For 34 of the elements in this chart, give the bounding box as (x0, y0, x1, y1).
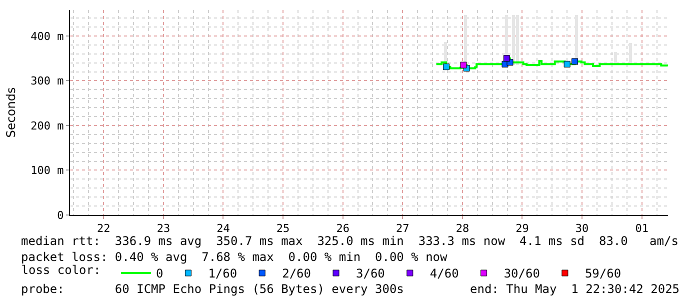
y-tick-label: 400 m (30, 30, 64, 43)
x-tick-label: 01 (635, 222, 648, 236)
point (564, 60, 570, 68)
x-tick-label: 23 (156, 222, 170, 236)
y-tick-label: 200 m (30, 119, 64, 132)
x-tick-label: 26 (336, 222, 350, 236)
y-axis-title: Seconds (4, 87, 18, 138)
legend-label: 1/60 (208, 266, 238, 281)
legend-label: 0 (156, 266, 164, 281)
bar (629, 43, 632, 65)
legend-label: 4/60 (430, 266, 459, 281)
point (503, 55, 510, 62)
text: end: Thu May 1 22:30:42 2025 (470, 282, 680, 296)
legend-label: 2/60 (282, 266, 312, 281)
point (442, 64, 450, 70)
text: probe: 60 ICMP Echo Pings (56 Bytes) every 300s (21, 282, 404, 296)
legend-title: loss color: (21, 263, 108, 278)
legend-label: 59/60 (584, 266, 622, 281)
x-tick-label: 24 (216, 222, 230, 236)
y-tick-label: 0 (57, 208, 64, 222)
y-tick-label: 100 m (30, 164, 64, 178)
x-tick-label: 30 (575, 222, 589, 236)
x-tick-label: 25 (276, 222, 290, 236)
point (460, 62, 467, 68)
y-tick-label: 300 m (30, 74, 64, 88)
point (572, 58, 578, 65)
legend-label: 3/60 (356, 266, 385, 281)
text: packet loss: 0.40 % avg 7.68 % max 0.00 % min 0.00 % now (21, 250, 448, 264)
legend-label: 30/60 (504, 266, 540, 281)
text: median rtt: 336.9 ms avg 350.7 ms max 325.0 ms min 333.3 ms now 4.1 ms sd 83.0 am/s (21, 234, 678, 248)
x-tick-label: 28 (456, 222, 470, 236)
x-tick-label: 27 (396, 222, 410, 236)
x-tick-label: 22 (97, 222, 110, 236)
x-tick-label: 29 (516, 222, 529, 236)
